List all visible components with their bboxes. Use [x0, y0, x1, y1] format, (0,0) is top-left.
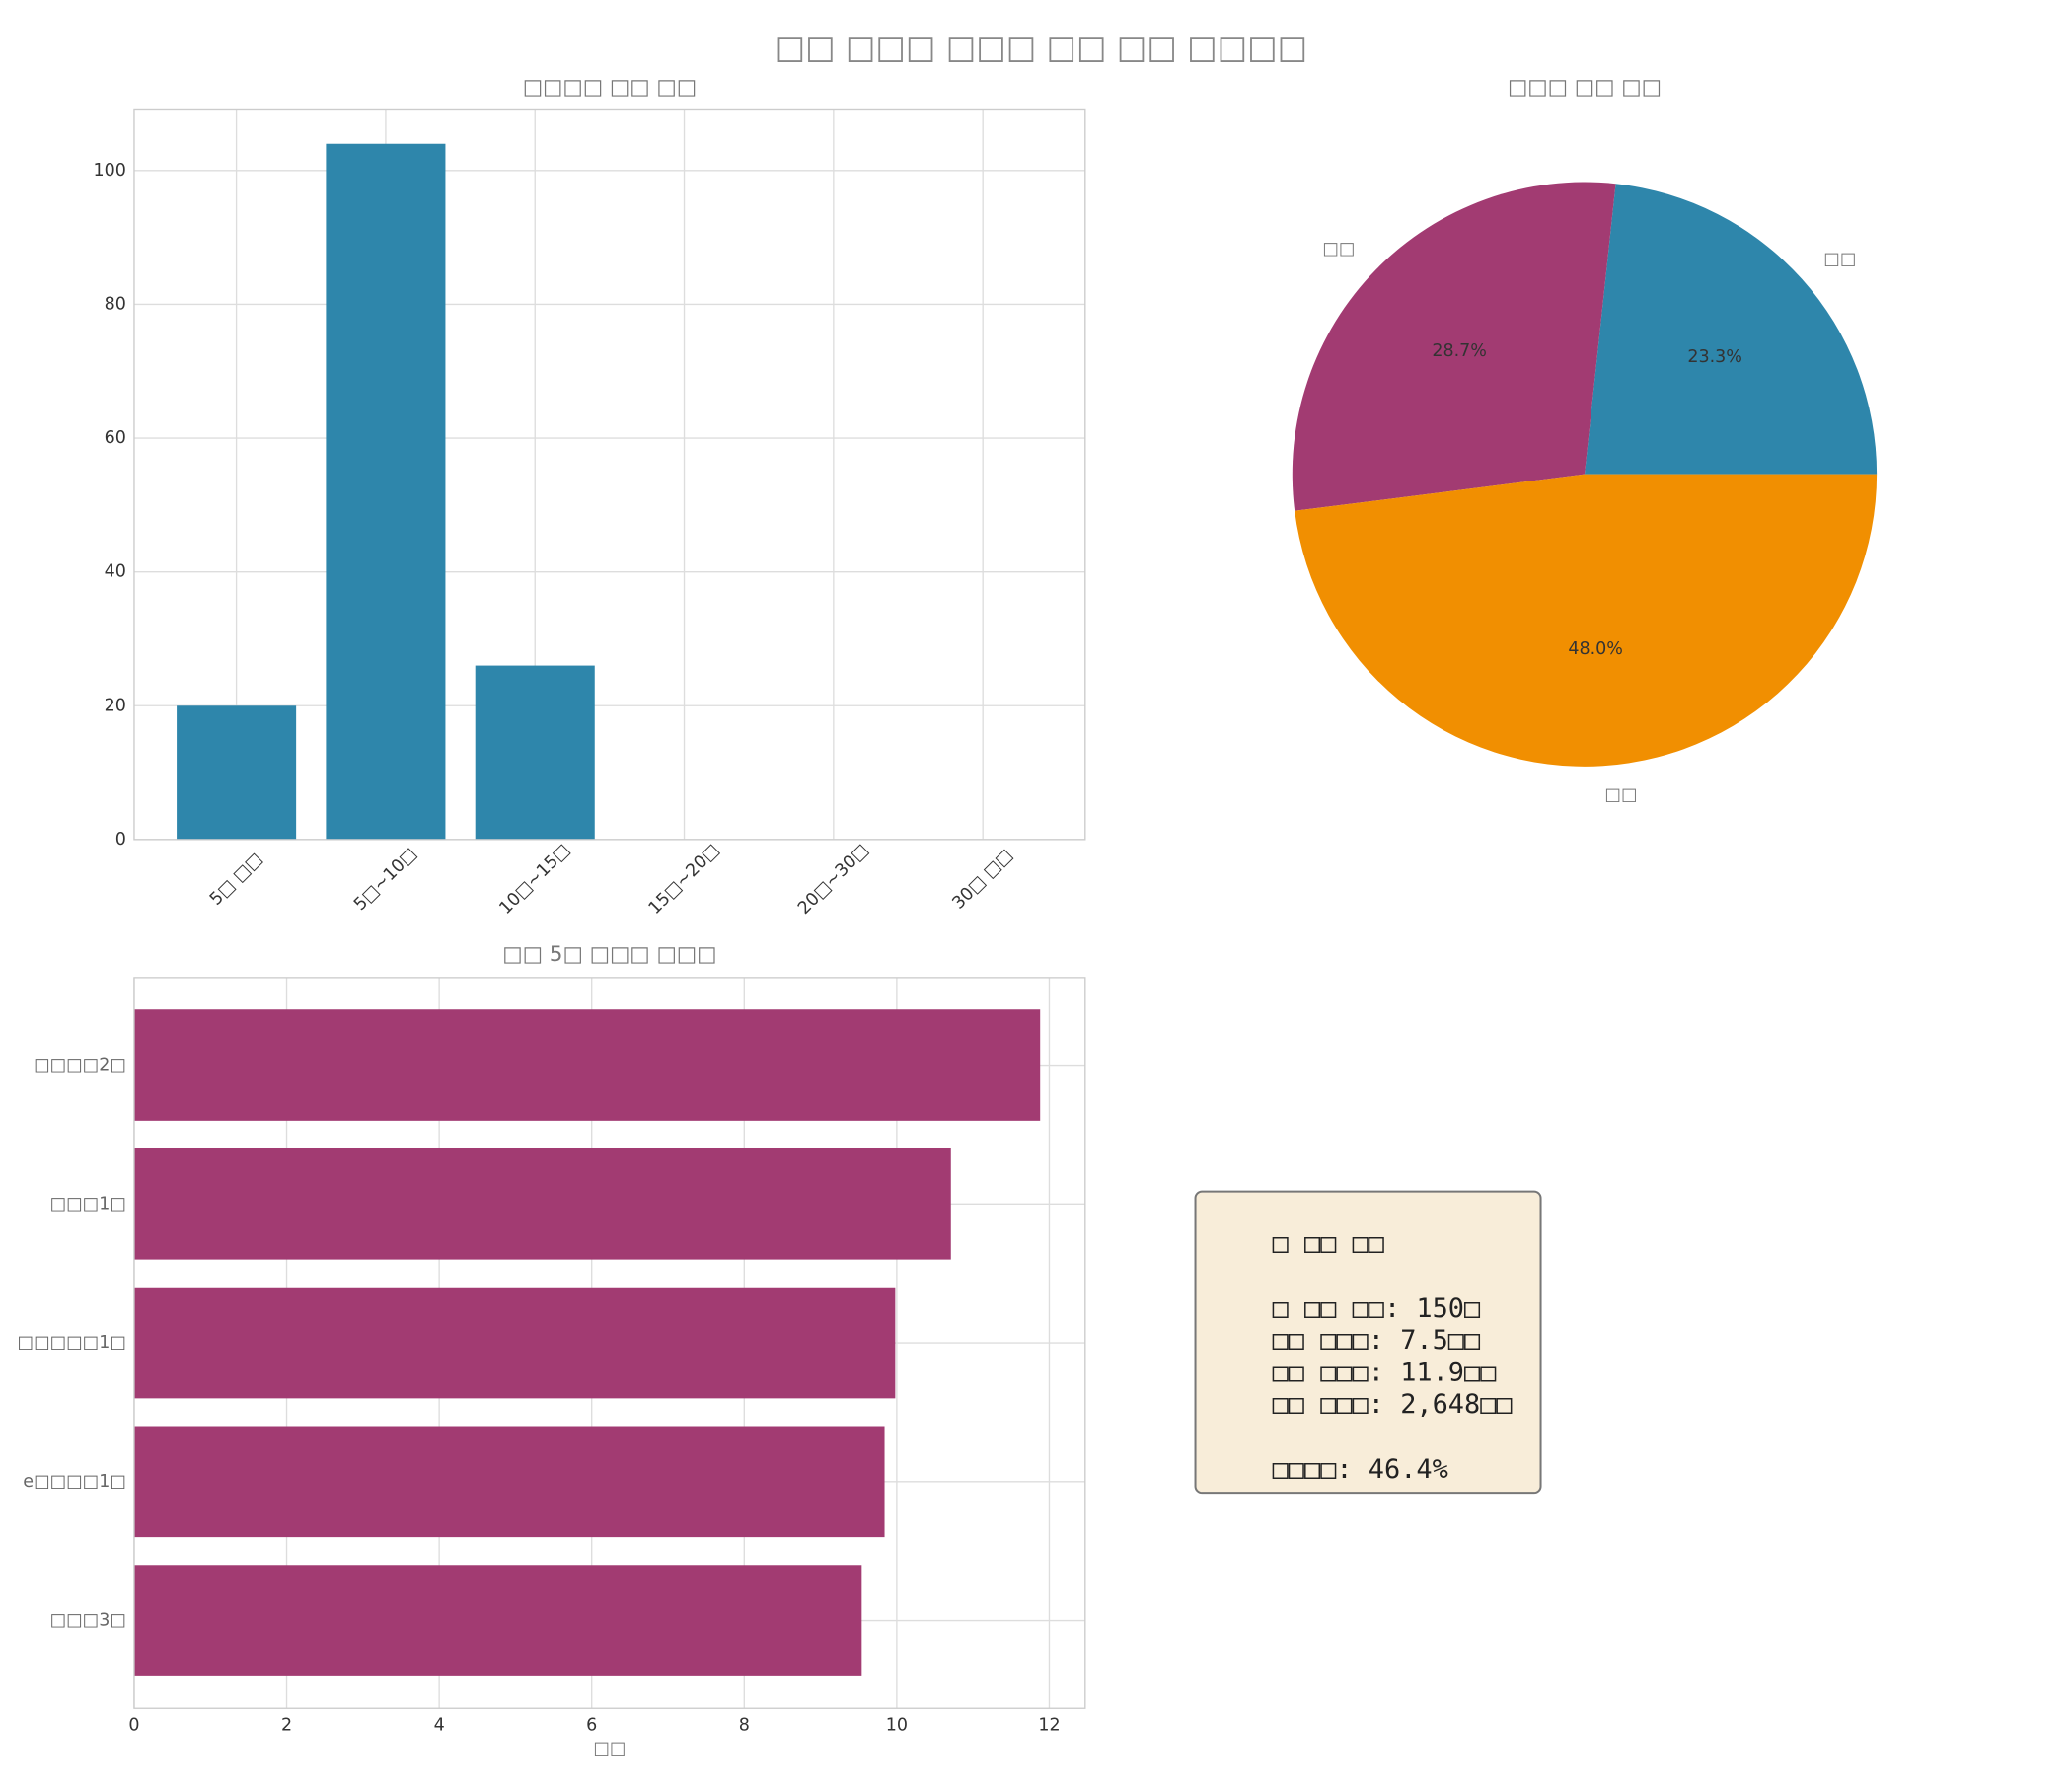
y-tick-label: 40 [105, 562, 126, 582]
y-tick-label: e□□□□1□ [23, 1472, 126, 1492]
y-tick-label: 20 [105, 696, 126, 715]
y-tick-label: □□□1□ [50, 1194, 126, 1214]
pie-slice [1295, 474, 1878, 767]
subplot-title: □□ 5□ □□□ □□□ [502, 942, 716, 967]
pie-slice [1292, 182, 1616, 511]
bar [133, 1009, 1041, 1121]
x-tick-label: 8 [739, 1716, 750, 1736]
pie-slice [1584, 184, 1878, 475]
info-line: □ □□ □□: 150□ [1273, 1294, 1481, 1324]
bar [177, 705, 297, 840]
x-tick-label: 2 [281, 1716, 292, 1736]
info-line: □□ □□□: 7.5□□ [1273, 1325, 1481, 1356]
y-tick-label: □□□□□1□ [18, 1333, 126, 1353]
bar [133, 1565, 862, 1676]
bar [133, 1147, 951, 1260]
y-tick-label: 60 [105, 428, 126, 448]
x-axis-label: □□ [593, 1739, 626, 1759]
x-tick-label: 5□~10□ [350, 844, 421, 915]
x-tick-label: 20□~30□ [794, 841, 872, 919]
y-tick-label: 80 [105, 294, 126, 314]
y-tick-label: □□□3□ [50, 1611, 126, 1631]
x-tick-label: 6 [586, 1716, 597, 1736]
bar [133, 1426, 885, 1538]
subplot-title: □□□□ □□ □□ [523, 75, 697, 100]
info-box [1194, 1190, 1542, 1495]
x-tick-label: 12 [1038, 1716, 1060, 1736]
figure-title: □□ □□□ □□□ □□ □□ □□□□ [776, 29, 1308, 66]
y-tick-label: 100 [93, 161, 125, 181]
bar [326, 143, 446, 840]
info-line: □□ □□□: 2,648□□ [1273, 1389, 1514, 1420]
bar [133, 1287, 896, 1399]
slice-value-label: 28.7% [1432, 341, 1487, 361]
x-tick-label: 10□~15□ [496, 841, 574, 919]
slice-label: □□ [1322, 240, 1355, 259]
axes-frame [133, 108, 1086, 841]
x-tick-label: 0 [128, 1716, 139, 1736]
axes-frame [133, 977, 1086, 1709]
slice-value-label: 48.0% [1568, 639, 1623, 659]
info-footer: □□□□: 46.4% [1273, 1454, 1448, 1485]
slice-value-label: 23.3% [1687, 347, 1742, 367]
x-tick-label: 15□~20□ [645, 841, 723, 919]
subplot-title: □□□ □□ □□ [1508, 75, 1662, 100]
y-tick-label: 0 [115, 830, 126, 850]
slice-label: □□ [1823, 250, 1856, 269]
info-line: □□ □□□: 11.9□□ [1273, 1358, 1498, 1388]
info-heading: □ □□ □□ [1273, 1228, 1385, 1259]
x-tick-label: 30□ □□ [949, 846, 1017, 914]
x-tick-label: 5□ □□ [206, 850, 266, 910]
x-tick-label: 4 [434, 1716, 445, 1736]
x-tick-label: 10 [886, 1716, 908, 1736]
bar [475, 665, 595, 840]
slice-label: □□ [1604, 785, 1637, 805]
y-tick-label: □□□□2□ [34, 1056, 126, 1075]
